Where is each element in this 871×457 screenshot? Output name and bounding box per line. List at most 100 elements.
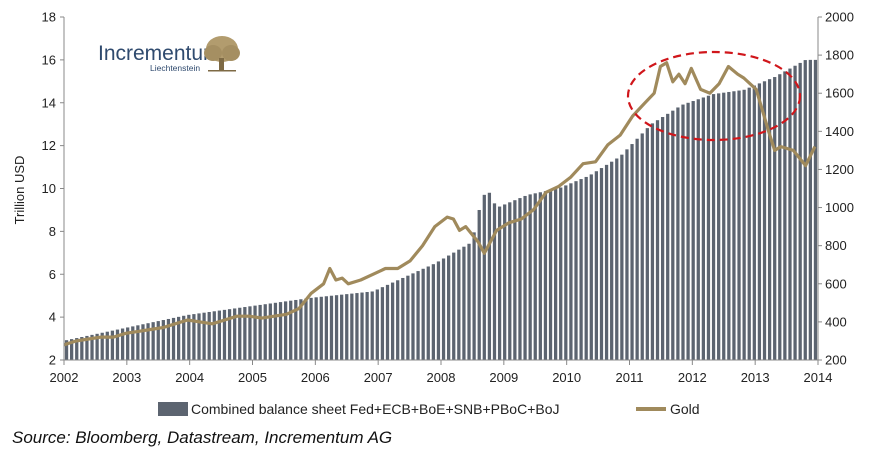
balance-sheet-bar: [110, 330, 115, 360]
balance-sheet-bar: [360, 292, 364, 360]
logo-name: Incrementum: [98, 42, 221, 65]
balance-sheet-bar: [177, 316, 181, 360]
balance-sheet-bar: [492, 203, 497, 360]
balance-sheet-bar: [355, 293, 359, 360]
right-tick-label: 200: [825, 353, 847, 368]
balance-sheet-bar: [75, 338, 79, 360]
balance-sheet-bar: [289, 300, 293, 360]
x-tick-label: 2008: [427, 370, 456, 385]
gold-line: [63, 61, 817, 347]
balance-sheet-bar: [676, 107, 680, 360]
balance-sheet-bar: [105, 331, 109, 360]
balance-sheet-bar: [477, 209, 481, 360]
balance-sheet-bar: [273, 302, 278, 360]
balance-sheet-bar: [508, 202, 512, 360]
balance-sheet-bar: [304, 298, 308, 360]
balance-sheet-bar: [737, 90, 741, 361]
balance-sheet-bar: [207, 311, 211, 360]
balance-sheet-bar: [161, 320, 165, 360]
balance-sheet-bar: [370, 291, 374, 360]
balance-sheet-bar: [569, 183, 573, 360]
balance-sheet-bar: [222, 309, 227, 360]
x-tick-label: 2009: [489, 370, 518, 385]
logo-tree-icon: [204, 36, 240, 72]
balance-sheet-bar: [518, 198, 522, 360]
balance-sheet-bar: [217, 310, 222, 360]
balance-sheet-bar: [411, 273, 415, 360]
balance-sheet-bar: [385, 284, 390, 360]
balance-sheet-bar: [421, 268, 425, 360]
balance-sheet-bar: [431, 264, 435, 360]
balance-sheet-bar: [319, 296, 323, 360]
balance-sheet-bar: [722, 92, 726, 361]
x-tick-label: 2002: [50, 370, 79, 385]
balance-sheet-bar: [156, 321, 160, 360]
x-tick-label: 2014: [804, 370, 833, 385]
left-tick-label: 18: [42, 10, 56, 25]
balance-sheet-bar: [732, 91, 736, 360]
balance-sheet-bar: [706, 95, 711, 360]
balance-sheet-bar: [350, 293, 354, 360]
balance-sheet-bar: [548, 190, 553, 360]
left-tick-label: 10: [42, 181, 56, 196]
balance-sheet-bar: [233, 308, 237, 360]
balance-sheet-bar: [650, 123, 655, 360]
right-tick-label: 1800: [825, 48, 854, 63]
balance-sheet-bar: [711, 94, 716, 360]
legend-gold-label: Gold: [670, 401, 700, 417]
balance-sheet-bar: [513, 200, 517, 360]
balance-sheet-bar: [95, 333, 99, 360]
right-tick-label: 2000: [825, 10, 854, 25]
balance-sheet-bar: [115, 329, 120, 360]
balance-sheet-bar: [701, 97, 705, 361]
balance-sheet-bar: [503, 204, 507, 360]
balance-sheet-bar: [655, 120, 660, 360]
left-tick-label: 16: [42, 52, 56, 67]
balance-sheet-bar: [263, 304, 267, 360]
balance-sheet-bar: [543, 191, 548, 360]
balance-sheet-bar: [559, 187, 563, 360]
balance-sheet-bar: [406, 275, 410, 360]
balance-sheet-bar: [681, 104, 685, 360]
x-tick-label: 2004: [175, 370, 204, 385]
balance-sheet-bar: [64, 340, 69, 360]
balance-sheet-bar: [166, 318, 171, 360]
balance-sheet-bar: [599, 168, 604, 360]
balance-sheet-bar: [645, 128, 649, 360]
balance-sheet-bar: [324, 296, 328, 360]
left-tick-label: 14: [42, 95, 56, 110]
bar-series: [64, 59, 818, 361]
balance-sheet-bar: [441, 258, 446, 360]
balance-sheet-bar: [202, 312, 206, 360]
balance-sheet-bar: [334, 295, 339, 360]
balance-sheet-bar: [294, 299, 298, 360]
balance-sheet-bar: [727, 91, 731, 360]
balance-sheet-bar: [620, 154, 624, 360]
left-tick-label: 12: [42, 138, 56, 153]
balance-sheet-bar: [436, 261, 441, 360]
source-note: Source: Bloomberg, Datastream, Increment…: [12, 428, 393, 447]
balance-sheet-bar: [227, 309, 232, 360]
balance-sheet-bar: [630, 144, 634, 360]
balance-sheet-bar: [564, 185, 568, 360]
x-tick-label: 2012: [678, 370, 707, 385]
balance-sheet-bar: [452, 252, 456, 360]
balance-sheet-bar: [278, 302, 283, 360]
balance-sheet-bar: [803, 60, 807, 360]
right-tick-label: 600: [825, 276, 847, 291]
balance-sheet-bar: [528, 194, 532, 360]
balance-sheet-bar: [757, 83, 762, 361]
right-tick-label: 1200: [825, 162, 854, 177]
balance-sheet-bar: [482, 194, 486, 360]
balance-sheet-bar: [752, 85, 756, 361]
balance-sheet-bar: [299, 299, 303, 360]
balance-sheet-bar: [610, 161, 614, 360]
balance-sheet-bar: [212, 311, 216, 360]
x-tick-label: 2005: [238, 370, 267, 385]
balance-sheet-bar: [192, 314, 196, 360]
balance-sheet-bar: [574, 181, 578, 360]
balance-sheet-bar: [151, 322, 155, 360]
right-tick-label: 1400: [825, 124, 854, 139]
highlight-ellipse: [626, 50, 802, 142]
balance-sheet-bar: [426, 266, 430, 360]
